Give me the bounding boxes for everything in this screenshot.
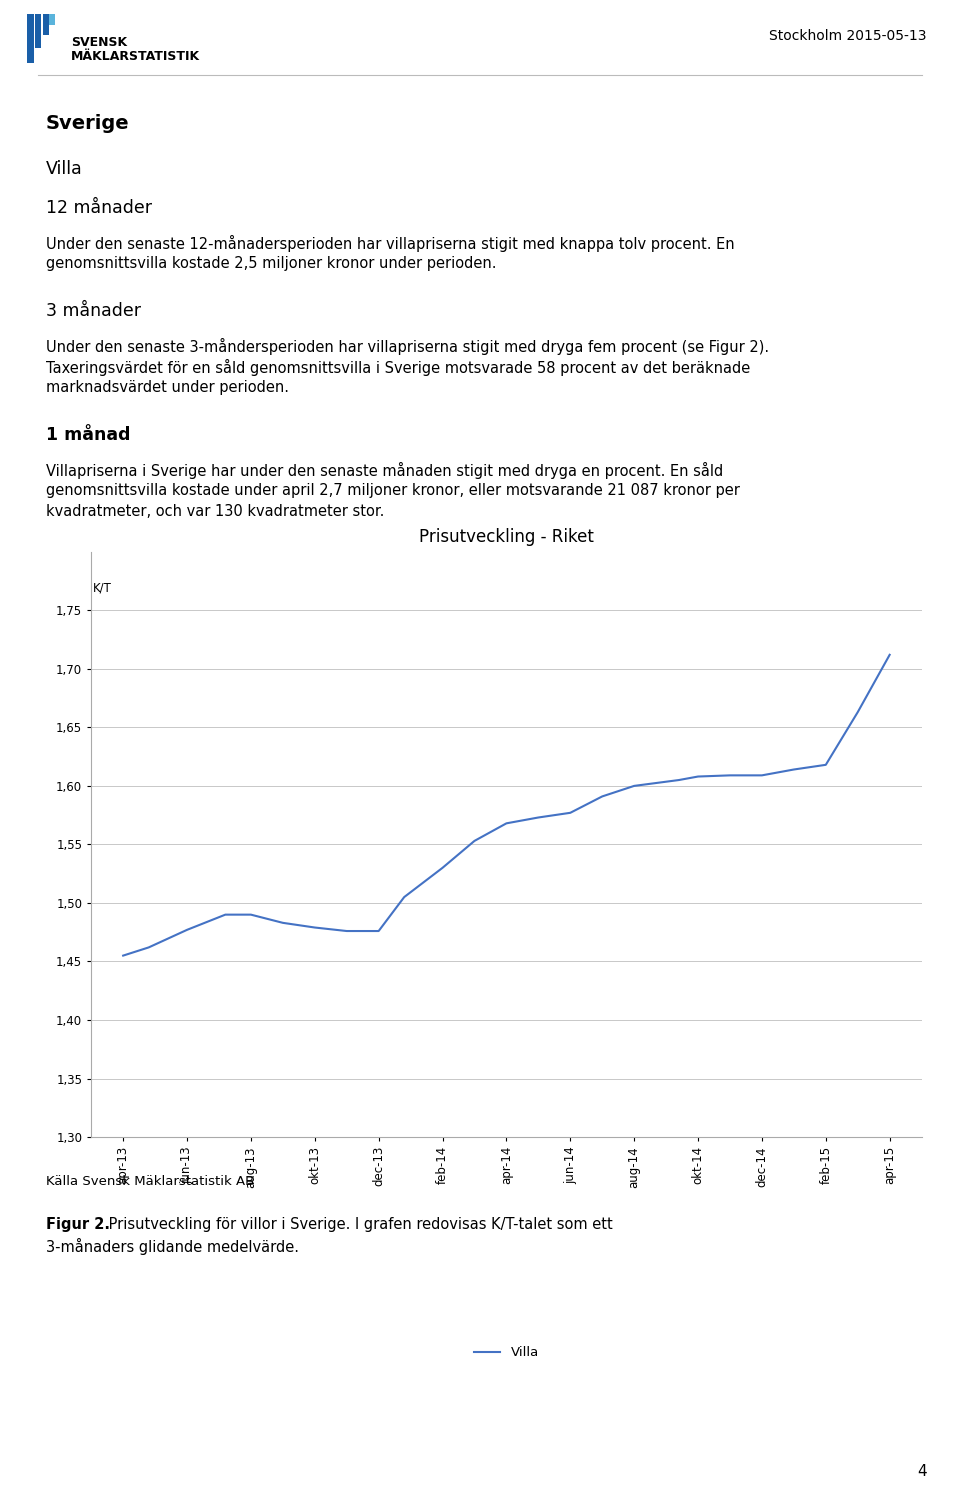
Text: 3 månader: 3 månader bbox=[46, 303, 141, 321]
Text: 3-månaders glidande medelvärde.: 3-månaders glidande medelvärde. bbox=[46, 1238, 300, 1254]
FancyBboxPatch shape bbox=[36, 14, 41, 48]
Text: Villa: Villa bbox=[46, 160, 83, 178]
Text: genomsnittsvilla kostade under april 2,7 miljoner kronor, eller motsvarande 21 0: genomsnittsvilla kostade under april 2,7… bbox=[46, 483, 740, 498]
Text: SVENSK: SVENSK bbox=[71, 36, 127, 50]
Text: MÄKLARSTATISTIK: MÄKLARSTATISTIK bbox=[71, 50, 201, 63]
Title: Prisutveckling - Riket: Prisutveckling - Riket bbox=[419, 529, 594, 547]
FancyBboxPatch shape bbox=[49, 14, 55, 26]
Text: kvadratmeter, och var 130 kvadratmeter stor.: kvadratmeter, och var 130 kvadratmeter s… bbox=[46, 505, 384, 520]
Text: 1 månad: 1 månad bbox=[46, 426, 131, 444]
Text: Källa Svensk Mäklarstatistik AB: Källa Svensk Mäklarstatistik AB bbox=[46, 1175, 254, 1188]
Legend: Villa: Villa bbox=[468, 1340, 544, 1364]
Text: K/T: K/T bbox=[92, 581, 111, 593]
FancyBboxPatch shape bbox=[43, 14, 49, 36]
Text: marknadsvärdet under perioden.: marknadsvärdet under perioden. bbox=[46, 380, 289, 395]
Text: 12 månader: 12 månader bbox=[46, 199, 152, 217]
Text: genomsnittsvilla kostade 2,5 miljoner kronor under perioden.: genomsnittsvilla kostade 2,5 miljoner kr… bbox=[46, 256, 496, 271]
Text: Taxeringsvärdet för en såld genomsnittsvilla i Sverige motsvarade 58 procent av : Taxeringsvärdet för en såld genomsnittsv… bbox=[46, 358, 751, 376]
Text: Sverige: Sverige bbox=[46, 114, 130, 134]
Text: Prisutveckling för villor i Sverige. I grafen redovisas K/T-talet som ett: Prisutveckling för villor i Sverige. I g… bbox=[104, 1217, 612, 1232]
Text: Villapriserna i Sverige har under den senaste månaden stigit med dryga en procen: Villapriserna i Sverige har under den se… bbox=[46, 462, 723, 479]
Text: Figur 2.: Figur 2. bbox=[46, 1217, 110, 1232]
Text: 4: 4 bbox=[917, 1464, 926, 1479]
Text: Under den senaste 12-månadersperioden har villapriserna stigit med knappa tolv p: Under den senaste 12-månadersperioden ha… bbox=[46, 235, 734, 252]
Text: Stockholm 2015-05-13: Stockholm 2015-05-13 bbox=[769, 29, 926, 44]
Text: Under den senaste 3-måndersperioden har villapriserna stigit med dryga fem proce: Under den senaste 3-måndersperioden har … bbox=[46, 339, 769, 355]
FancyBboxPatch shape bbox=[28, 14, 34, 63]
